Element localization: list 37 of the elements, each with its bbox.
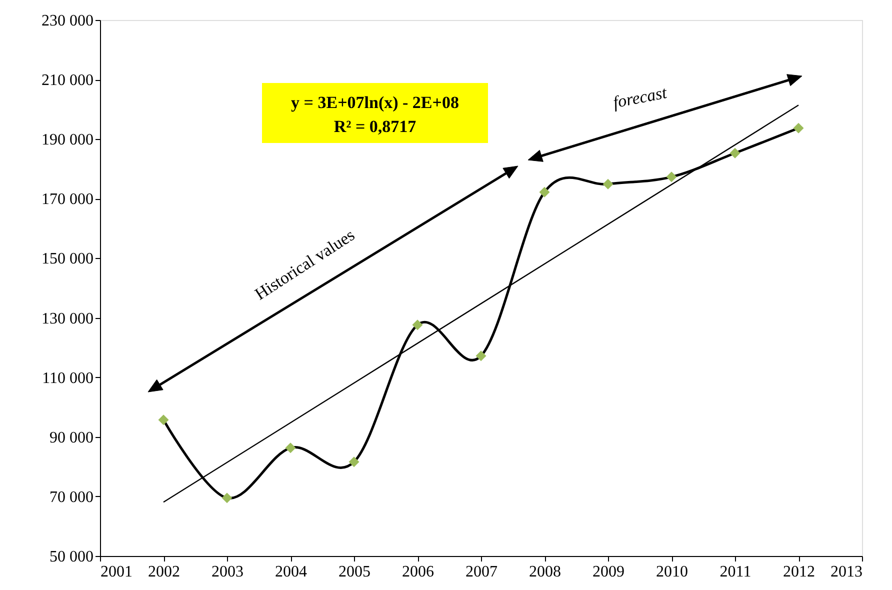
y-tick-label: 130 000 <box>42 310 94 328</box>
y-tick-label: 190 000 <box>42 132 94 149</box>
y-tick-label: 50 000 <box>50 548 94 566</box>
point <box>412 320 423 330</box>
y-tick-label: 150 000 <box>42 250 94 268</box>
x-tick-label: 2006 <box>402 564 434 580</box>
x-tick-label: 2008 <box>529 564 561 580</box>
y-tick-label: 90 000 <box>50 429 94 446</box>
x-tick-label: 2007 <box>466 564 498 580</box>
y-tick-label: 110 000 <box>42 370 94 387</box>
x-tick-label: 2002 <box>148 564 180 580</box>
y-tick-label: 210 000 <box>42 72 94 90</box>
x-tick-label: 2004 <box>275 564 307 580</box>
point <box>348 456 360 468</box>
y-tick-label: 230 000 <box>42 12 94 30</box>
y-tick-label: 170 000 <box>42 191 94 208</box>
x-tick-label: 2003 <box>212 564 244 580</box>
x-tick-label: 2013 <box>830 564 862 580</box>
point <box>476 350 486 362</box>
x-tick-label: 2005 <box>338 564 370 580</box>
x-tick-label: 2012 <box>783 564 815 580</box>
point <box>285 442 296 454</box>
point <box>730 148 740 158</box>
annotation: R² = 0,8717 <box>334 117 417 136</box>
y-tick-label: 70 000 <box>50 488 94 506</box>
x-tick-label: 2010 <box>656 564 688 580</box>
point <box>602 178 614 190</box>
point <box>539 186 550 198</box>
point <box>158 414 169 426</box>
x-tick-label: 2001 <box>100 564 132 580</box>
annotation: forecast <box>612 82 670 112</box>
point <box>222 492 232 504</box>
annotation: y = 3E+07ln(x) - 2E+08 <box>291 93 459 112</box>
point <box>666 172 677 182</box>
point <box>793 122 804 134</box>
x-tick-label: 2011 <box>720 564 752 580</box>
x-tick-label: 2009 <box>592 564 624 580</box>
